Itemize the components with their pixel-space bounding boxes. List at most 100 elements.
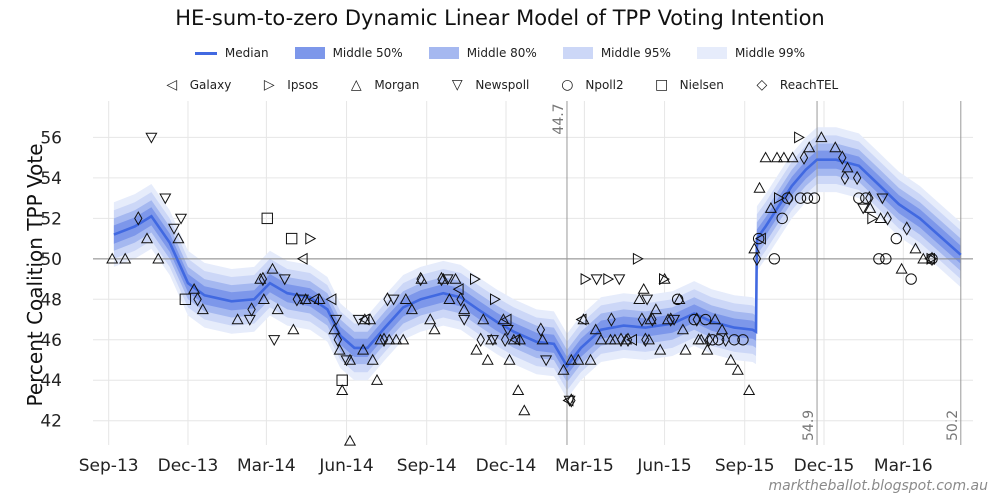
poll-marker-morgan: [786, 151, 799, 163]
poll-marker-newspoll: [458, 314, 471, 326]
poll-marker-morgan: [257, 293, 270, 304]
y-tick-label: 42: [40, 412, 62, 432]
poll-marker-ipsos: [603, 273, 615, 286]
poll-marker-morgan: [481, 353, 494, 365]
legend-item-morgan: △ Morgan: [346, 77, 419, 93]
poll-marker-npoll2: [853, 192, 865, 204]
poll-marker-npoll2: [873, 253, 885, 265]
poll-marker-reachtel: [536, 322, 546, 337]
poll-marker-morgan: [909, 242, 922, 254]
watermark: marktheballot.blogspot.com.au: [768, 478, 988, 494]
y-tick-label: 46: [40, 331, 62, 351]
poll-marker-npoll2: [768, 253, 781, 265]
poll-marker-morgan: [536, 333, 549, 345]
poll-marker-reachtel: [666, 312, 675, 327]
poll-marker-morgan: [658, 272, 671, 284]
poll-marker-reachtel: [607, 312, 616, 327]
poll-marker-morgan: [594, 333, 608, 345]
poll-marker-morgan: [172, 232, 185, 244]
poll-marker-galaxy: [452, 283, 464, 296]
poll-marker-npoll2: [728, 334, 740, 346]
poll-marker-nielsen: [261, 212, 273, 225]
legend-marker-newspoll: ▽: [451, 77, 463, 93]
legend-label-galaxy: Galaxy: [189, 78, 232, 92]
poll-marker-reachtel: [704, 332, 714, 347]
x-tick-label: Mar-14: [237, 456, 296, 476]
poll-marker-morgan: [477, 313, 490, 325]
poll-marker-newspoll: [876, 193, 889, 205]
legend-swatch-b95: [562, 47, 593, 59]
poll-marker-morgan: [443, 293, 456, 304]
legend-swatch-median: [194, 51, 217, 55]
poll-marker-morgan: [364, 313, 377, 325]
poll-marker-reachtel: [500, 332, 510, 347]
poll-marker-reachtel: [648, 312, 657, 327]
poll-marker-morgan: [428, 323, 441, 335]
poll-marker-reachtel: [852, 170, 862, 186]
poll-marker-npoll2: [905, 273, 917, 285]
poll-marker-galaxy: [755, 232, 766, 245]
poll-marker-newspoll: [540, 355, 553, 367]
poll-marker-npoll2: [860, 192, 872, 204]
poll-marker-galaxy: [358, 313, 370, 326]
poll-marker-reachtel: [752, 251, 762, 267]
poll-marker-morgan: [695, 333, 708, 345]
poll-marker-reachtel: [616, 332, 626, 347]
poll-marker-morgan: [724, 353, 737, 365]
poll-marker-morgan: [633, 293, 646, 304]
x-tick-label: Jun-14: [318, 456, 373, 476]
poll-marker-reachtel: [193, 292, 202, 307]
legend-label-ipsos: Ipsos: [287, 78, 319, 92]
legend-label-b99: Middle 99%: [734, 46, 806, 60]
poll-marker-morgan: [815, 131, 828, 143]
legend-swatch-b80: [428, 47, 459, 59]
poll-marker-npoll2: [808, 192, 821, 204]
legend-label-b95: Middle 95%: [600, 46, 671, 60]
poll-marker-newspoll: [501, 325, 514, 336]
poll-marker-galaxy: [325, 293, 337, 306]
poll-marker-npoll2: [776, 212, 788, 225]
y-tick-label: 44: [40, 371, 62, 391]
poll-marker-ipsos: [794, 131, 805, 144]
poll-marker-morgan: [709, 313, 722, 325]
poll-marker-morgan: [405, 303, 418, 315]
poll-marker-morgan: [753, 181, 766, 193]
poll-marker-morgan: [731, 363, 744, 375]
poll-marker-newspoll: [668, 314, 681, 326]
poll-marker-newspoll: [857, 203, 870, 215]
poll-marker-newspoll: [441, 274, 454, 286]
poll-marker-reachtel: [840, 170, 850, 186]
poll-marker-morgan: [572, 353, 585, 365]
poll-marker-morgan: [565, 353, 578, 365]
y-tick-label: 52: [40, 209, 62, 229]
poll-marker-morgan: [140, 232, 154, 244]
poll-marker-reachtel: [637, 312, 647, 327]
poll-marker-reachtel: [721, 332, 730, 347]
poll-marker-morgan: [673, 293, 686, 304]
poll-marker-morgan: [864, 201, 877, 213]
poll-marker-nielsen: [336, 374, 348, 386]
legend-swatch-b99: [696, 47, 727, 59]
poll-marker-morgan: [336, 384, 349, 395]
poll-marker-morgan: [458, 303, 471, 315]
legend-label-newspoll: Newspoll: [475, 78, 530, 92]
legend-label-morgan: Morgan: [374, 78, 420, 92]
poll-marker-morgan: [357, 343, 370, 355]
poll-marker-morgan: [328, 323, 341, 335]
legend-marker-ipsos: ▷: [263, 77, 275, 93]
legend-pollsters: ◁ Galaxy ▷ Ipsos △ Morgan ▽ Newspoll ○ Npoll2 □ Nie…: [0, 77, 1000, 93]
poll-marker-morgan: [287, 323, 300, 335]
poll-marker-reachtel: [799, 150, 809, 165]
poll-marker-morgan: [676, 323, 689, 335]
y-axis-label: Percent Coalition TPP Vote: [23, 143, 47, 406]
poll-marker-morgan: [577, 313, 590, 325]
poll-marker-reachtel: [902, 221, 911, 236]
poll-marker-morgan: [716, 323, 729, 335]
poll-marker-morgan: [383, 333, 396, 345]
x-tick-label: Sep-14: [397, 456, 457, 476]
poll-marker-newspoll: [486, 335, 499, 347]
legend-item-galaxy: ◁ Galaxy: [162, 77, 232, 93]
legend-item-b99: Middle 99%: [696, 46, 806, 60]
poll-marker-reachtel: [333, 332, 343, 347]
poll-marker-morgan: [743, 384, 756, 395]
